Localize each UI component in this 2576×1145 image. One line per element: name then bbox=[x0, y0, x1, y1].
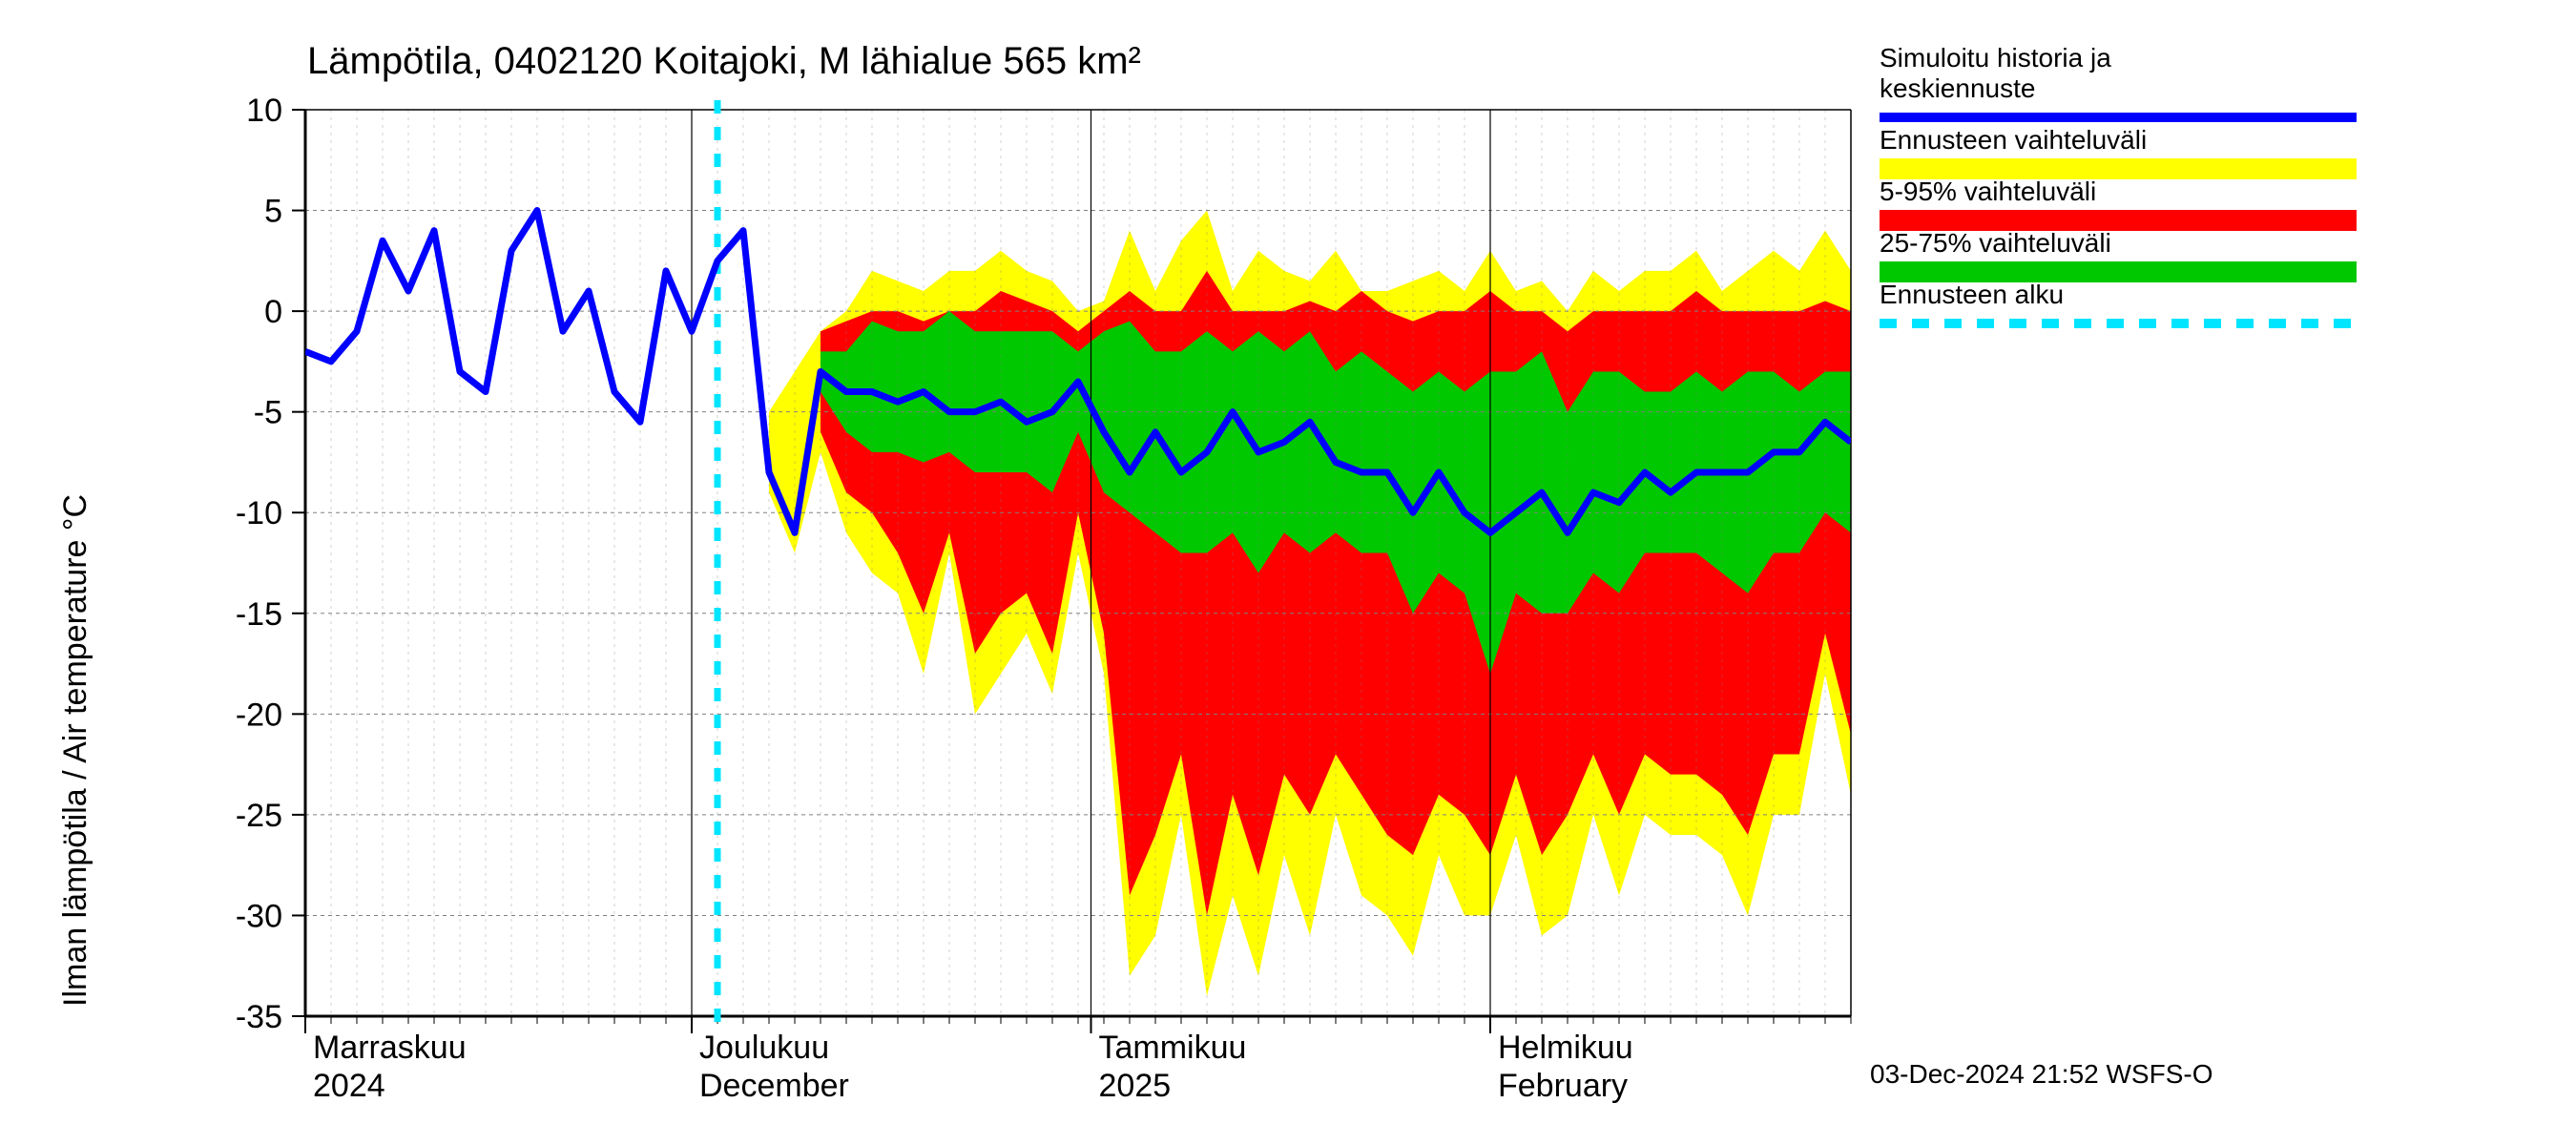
x-month-label: Tammikuu bbox=[1099, 1030, 1247, 1066]
y-tick-label: -5 bbox=[254, 395, 282, 431]
legend-swatch bbox=[2074, 319, 2091, 328]
legend-label: Ennusteen vaihteluväli bbox=[1880, 125, 2147, 155]
legend-swatch bbox=[2301, 319, 2318, 328]
legend-swatch bbox=[2269, 319, 2286, 328]
legend-swatch bbox=[2334, 319, 2351, 328]
x-month-sublabel: 2025 bbox=[1099, 1068, 1172, 1104]
y-tick-label: -10 bbox=[236, 495, 282, 531]
legend-swatch bbox=[1912, 319, 1929, 328]
y-tick-label: 5 bbox=[264, 194, 282, 230]
legend-label: 25-75% vaihteluväli bbox=[1880, 228, 2111, 258]
legend-swatch bbox=[1880, 319, 1897, 328]
legend-swatch bbox=[1944, 319, 1962, 328]
y-tick-label: 10 bbox=[246, 93, 282, 129]
chart-title: Lämpötila, 0402120 Koitajoki, M lähialue… bbox=[307, 40, 1141, 82]
x-month-sublabel: February bbox=[1498, 1068, 1628, 1104]
x-month-label: Joulukuu bbox=[699, 1030, 829, 1066]
legend-swatch bbox=[1977, 319, 1994, 328]
legend-swatch bbox=[2171, 319, 2189, 328]
y-tick-label: -25 bbox=[236, 798, 282, 834]
legend-label: Simuloitu historia ja bbox=[1880, 43, 2111, 73]
y-tick-label: -35 bbox=[236, 999, 282, 1035]
legend-swatch bbox=[2139, 319, 2156, 328]
y-tick-label: -15 bbox=[236, 596, 282, 633]
x-month-label: Marraskuu bbox=[313, 1030, 467, 1066]
y-tick-label: 0 bbox=[264, 294, 282, 330]
x-month-label: Helmikuu bbox=[1498, 1030, 1633, 1066]
legend-swatch bbox=[1880, 113, 2357, 122]
y-axis-label: Ilman lämpötila / Air temperature °C bbox=[57, 494, 93, 1007]
legend-swatch bbox=[2009, 319, 2026, 328]
y-tick-label: -20 bbox=[236, 697, 282, 733]
legend-swatch bbox=[2107, 319, 2124, 328]
x-month-sublabel: 2024 bbox=[313, 1068, 385, 1104]
legend-swatch bbox=[2236, 319, 2254, 328]
legend-label: Ennusteen alku bbox=[1880, 280, 2064, 309]
y-tick-label: -30 bbox=[236, 898, 282, 934]
legend-swatch bbox=[2204, 319, 2221, 328]
x-month-sublabel: December bbox=[699, 1068, 849, 1104]
legend-label: 5-95% vaihteluväli bbox=[1880, 177, 2096, 206]
chart-footer: 03-Dec-2024 21:52 WSFS-O bbox=[1870, 1059, 2213, 1089]
legend-label: keskiennuste bbox=[1880, 73, 2035, 103]
temperature-forecast-chart: 10 5 0 -5 -10 -15 -20 -25 -30 -35 Marraskuu2024 Jou… bbox=[0, 0, 2576, 1145]
legend-swatch bbox=[2042, 319, 2059, 328]
